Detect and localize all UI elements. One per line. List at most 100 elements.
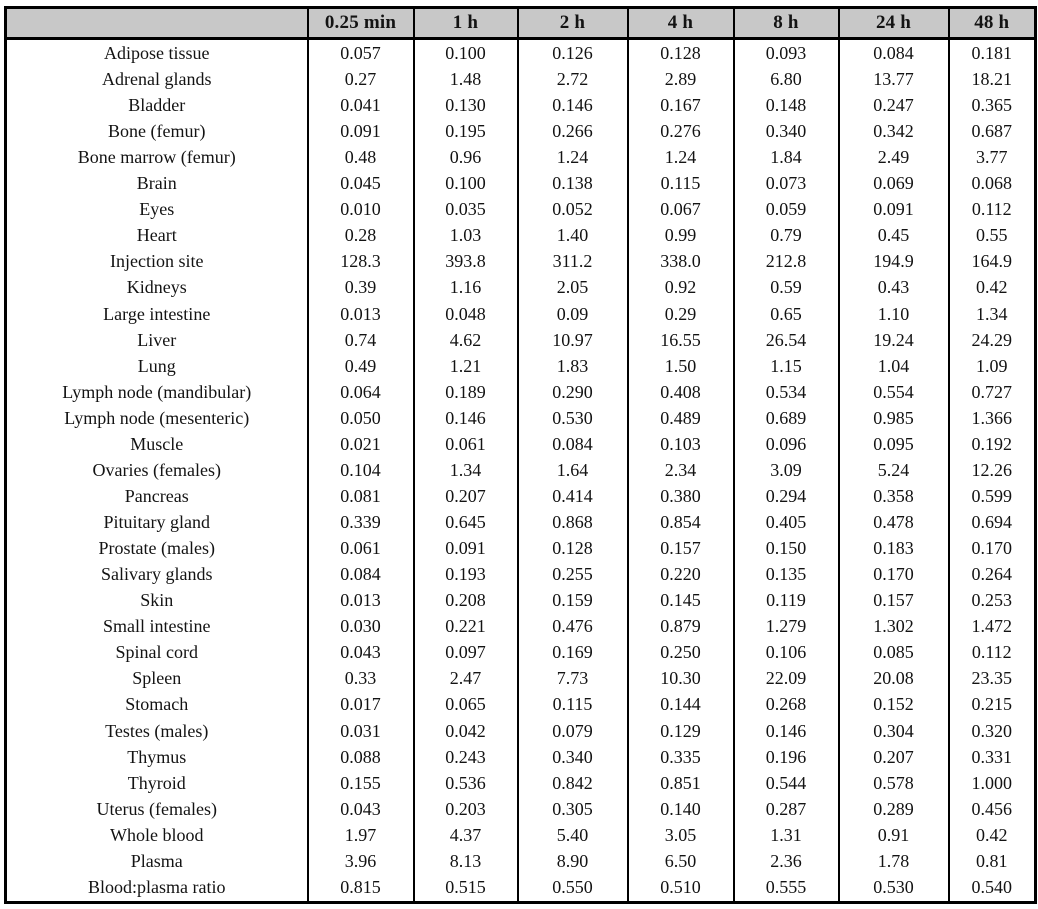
table-row: Lymph node (mandibular) 0.064 0.189 0.290 0.…	[4, 379, 1037, 406]
value-cell: 2.34	[626, 457, 735, 484]
table-row: Skin 0.013 0.208 0.159 0.145 0.119 0.157 0.253	[4, 587, 1037, 614]
table-row: Thymus 0.088 0.243 0.340 0.335 0.196 0.207 0.33…	[4, 744, 1037, 771]
value-cell: 0.868	[516, 509, 629, 536]
value-cell: 0.335	[626, 744, 735, 771]
value-cell: 0.043	[306, 639, 415, 666]
column-header-1-h: 1 h	[412, 6, 519, 40]
value-cell: 4.62	[412, 327, 519, 354]
value-cell: 0.031	[306, 717, 415, 745]
value-cell: 0.150	[732, 535, 840, 562]
value-cell: 194.9	[837, 248, 950, 275]
value-cell: 0.99	[626, 222, 735, 249]
value-cell: 0.155	[306, 770, 415, 797]
value-cell: 0.253	[947, 587, 1037, 614]
value-cell: 1.64	[516, 457, 629, 484]
value-cell: 0.196	[732, 744, 840, 771]
value-cell: 0.530	[837, 874, 950, 903]
value-cell: 0.181	[947, 38, 1037, 67]
value-cell: 0.555	[732, 874, 840, 903]
row-label: Large intestine	[4, 300, 309, 328]
column-header-2-h: 2 h	[516, 6, 629, 40]
row-label: Blood:plasma ratio	[4, 874, 309, 903]
row-label: Ovaries (females)	[4, 457, 309, 484]
row-label: Heart	[4, 222, 309, 249]
table-row: Ovaries (females) 0.104 1.34 1.64 2.34 3.09 5.…	[4, 457, 1037, 484]
value-cell: 3.05	[626, 822, 735, 849]
value-cell: 0.207	[837, 744, 950, 771]
value-cell: 1.31	[732, 822, 840, 849]
row-label: Skin	[4, 587, 309, 614]
value-cell: 0.476	[516, 613, 629, 640]
table-row: Whole blood 1.97 4.37 5.40 3.05 1.31 0.91 0.42	[4, 822, 1037, 849]
row-label: Eyes	[4, 196, 309, 223]
column-header-0-25-min: 0.25 min	[306, 6, 415, 40]
value-cell: 0.157	[837, 587, 950, 614]
value-cell: 0.035	[412, 196, 519, 223]
row-label: Prostate (males)	[4, 535, 309, 562]
value-cell: 0.192	[947, 431, 1037, 458]
value-cell: 0.255	[516, 561, 629, 588]
value-cell: 0.115	[626, 170, 735, 197]
value-cell: 0.220	[626, 561, 735, 588]
value-cell: 5.40	[516, 822, 629, 849]
value-cell: 0.340	[516, 744, 629, 771]
value-cell: 0.456	[947, 796, 1037, 823]
value-cell: 0.081	[306, 483, 415, 510]
table-row: Injection site 128.3 393.8 311.2 338.0 212.8 1…	[4, 248, 1037, 275]
value-cell: 0.290	[516, 379, 629, 406]
value-cell: 0.195	[412, 118, 519, 145]
table-row: Bone (femur) 0.091 0.195 0.266 0.276 0.340 0.3…	[4, 118, 1037, 145]
table-row: Muscle 0.021 0.061 0.084 0.103 0.096 0.095 0.19…	[4, 431, 1037, 458]
value-cell: 8.90	[516, 848, 629, 875]
value-cell: 0.74	[306, 327, 415, 354]
value-cell: 0.243	[412, 744, 519, 771]
value-cell: 0.92	[626, 274, 735, 301]
tissue-column-header	[4, 6, 309, 40]
table-row: Bone marrow (femur) 0.48 0.96 1.24 1.24 1.84 2…	[4, 144, 1037, 171]
row-label: Muscle	[4, 431, 309, 458]
value-cell: 20.08	[837, 665, 950, 692]
value-cell: 0.145	[626, 587, 735, 614]
value-cell: 0.068	[947, 170, 1037, 197]
value-cell: 0.42	[947, 822, 1037, 849]
value-cell: 1.21	[412, 353, 519, 380]
value-cell: 0.91	[837, 822, 950, 849]
value-cell: 0.268	[732, 691, 840, 718]
value-cell: 1.34	[412, 457, 519, 484]
value-cell: 0.061	[306, 535, 415, 562]
value-cell: 1.83	[516, 353, 629, 380]
value-cell: 0.815	[306, 874, 415, 903]
value-cell: 0.266	[516, 118, 629, 145]
value-cell: 212.8	[732, 248, 840, 275]
value-cell: 0.119	[732, 587, 840, 614]
value-cell: 0.100	[412, 170, 519, 197]
value-cell: 0.689	[732, 405, 840, 432]
value-cell: 128.3	[306, 248, 415, 275]
table-row: Kidneys 0.39 1.16 2.05 0.92 0.59 0.43 0.42	[4, 274, 1037, 301]
value-cell: 0.879	[626, 613, 735, 640]
value-cell: 0.159	[516, 587, 629, 614]
value-cell: 0.115	[516, 691, 629, 718]
value-cell: 1.279	[732, 613, 840, 640]
row-label: Whole blood	[4, 822, 309, 849]
value-cell: 0.305	[516, 796, 629, 823]
value-cell: 0.103	[626, 431, 735, 458]
value-cell: 5.24	[837, 457, 950, 484]
value-cell: 1.04	[837, 353, 950, 380]
table-row: Lung 0.49 1.21 1.83 1.50 1.15 1.04 1.09	[4, 353, 1037, 380]
value-cell: 0.189	[412, 379, 519, 406]
value-cell: 0.091	[412, 535, 519, 562]
value-cell: 0.536	[412, 770, 519, 797]
value-cell: 1.50	[626, 353, 735, 380]
row-label: Adipose tissue	[4, 38, 309, 67]
value-cell: 1.34	[947, 300, 1037, 328]
value-cell: 1.000	[947, 770, 1037, 797]
row-label: Pituitary gland	[4, 509, 309, 536]
value-cell: 0.287	[732, 796, 840, 823]
table-row: Blood:plasma ratio 0.815 0.515 0.550 0.510 0.…	[4, 874, 1037, 903]
value-cell: 0.021	[306, 431, 415, 458]
value-cell: 0.148	[732, 92, 840, 119]
row-label: Bone (femur)	[4, 118, 309, 145]
value-cell: 1.24	[626, 144, 735, 171]
value-cell: 0.380	[626, 483, 735, 510]
